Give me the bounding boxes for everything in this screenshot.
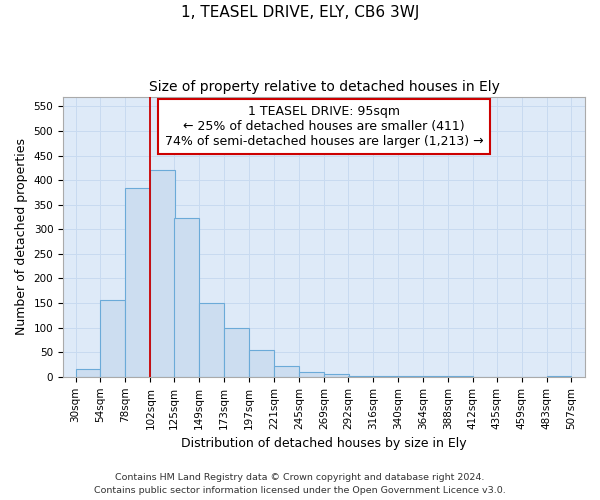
Bar [199,303,224,377]
Bar [100,300,125,377]
Bar [348,376,373,377]
Bar [249,350,274,377]
Bar [76,370,100,377]
Bar [274,366,299,377]
Bar [299,372,324,377]
Bar [174,218,199,377]
Text: 1 TEASEL DRIVE: 95sqm
← 25% of detached houses are smaller (411)
74% of semi-det: 1 TEASEL DRIVE: 95sqm ← 25% of detached … [165,105,484,148]
Bar [324,374,349,377]
X-axis label: Distribution of detached houses by size in Ely: Distribution of detached houses by size … [181,437,467,450]
Y-axis label: Number of detached properties: Number of detached properties [15,138,28,335]
Bar [224,328,249,377]
Bar [125,188,151,377]
Title: Size of property relative to detached houses in Ely: Size of property relative to detached ho… [149,80,499,94]
Bar [151,170,175,377]
Text: Contains HM Land Registry data © Crown copyright and database right 2024.
Contai: Contains HM Land Registry data © Crown c… [94,474,506,495]
Text: 1, TEASEL DRIVE, ELY, CB6 3WJ: 1, TEASEL DRIVE, ELY, CB6 3WJ [181,5,419,20]
